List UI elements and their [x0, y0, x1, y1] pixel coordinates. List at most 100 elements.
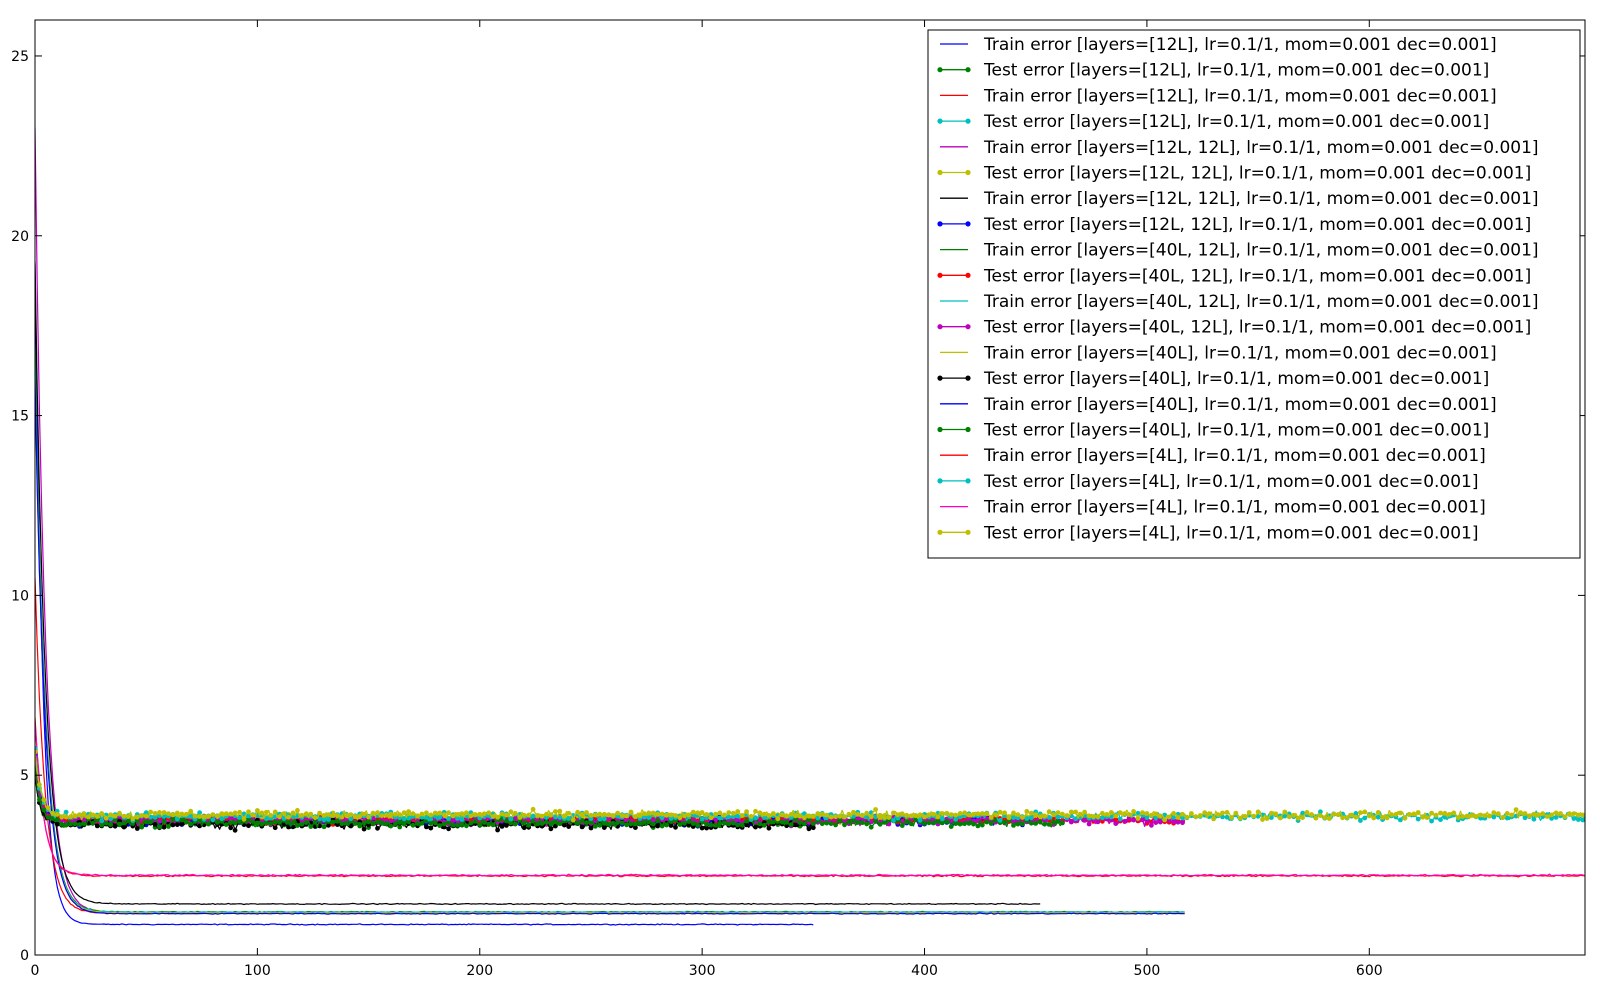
series-line-14	[35, 379, 1185, 915]
series-point	[117, 821, 122, 827]
series-point	[308, 824, 314, 829]
series-point	[1429, 818, 1434, 824]
series-point	[526, 812, 532, 818]
series-point	[228, 815, 234, 821]
series-point	[455, 812, 460, 817]
series-point	[1433, 812, 1439, 818]
series-point	[904, 812, 910, 818]
series-point	[335, 818, 340, 824]
series-point	[152, 811, 158, 816]
series-point	[1055, 814, 1061, 820]
series-point	[984, 816, 990, 822]
series-point	[68, 814, 73, 820]
series-point	[246, 816, 251, 822]
series-point	[228, 825, 234, 831]
series-point	[37, 797, 42, 802]
series-point	[94, 817, 100, 823]
series-point	[1309, 812, 1314, 817]
series-point	[112, 813, 118, 819]
series-point	[348, 812, 354, 817]
series-point	[410, 822, 416, 828]
series-point	[63, 814, 69, 820]
legend-marker	[937, 118, 943, 124]
series-point	[1113, 821, 1119, 826]
legend-marker	[937, 67, 943, 73]
series-point	[166, 824, 171, 829]
series-point	[1233, 810, 1239, 816]
series-point	[984, 811, 990, 817]
series-point	[548, 812, 554, 818]
series-point	[1064, 813, 1070, 818]
series-point	[1571, 816, 1577, 821]
series-point	[170, 812, 176, 818]
series-point	[793, 816, 798, 822]
series-point	[704, 825, 709, 831]
legend-marker	[937, 169, 943, 176]
series-point	[428, 825, 434, 831]
series-point	[730, 810, 736, 816]
series-point	[810, 825, 816, 831]
series-point	[437, 823, 443, 828]
series-point	[401, 810, 407, 815]
series-point	[125, 814, 131, 819]
legend-marker	[965, 529, 971, 535]
series-point	[1504, 811, 1510, 816]
series-point	[1117, 810, 1123, 815]
series-point	[655, 811, 661, 817]
series-point	[984, 819, 990, 825]
series-point	[499, 824, 505, 829]
series-point	[646, 815, 652, 820]
series-point	[1157, 813, 1163, 819]
legend-label: Test error [layers=[12L, 12L], lr=0.1/1,…	[983, 215, 1531, 235]
series-point	[86, 814, 91, 820]
series-point	[1553, 810, 1559, 816]
series-point	[63, 809, 69, 815]
series-point	[793, 822, 798, 828]
series-point	[806, 813, 812, 819]
legend-label: Test error [layers=[12L, 12L], lr=0.1/1,…	[983, 164, 1531, 184]
series-point	[713, 817, 718, 823]
series-point	[1229, 815, 1234, 820]
series-point	[1513, 807, 1519, 812]
series-point	[134, 814, 140, 820]
series-point	[508, 820, 514, 826]
series-point	[379, 813, 385, 819]
series-point	[303, 811, 309, 817]
series-point	[143, 810, 149, 816]
series-point	[1011, 815, 1016, 820]
legend-marker	[937, 529, 943, 535]
series-point	[308, 811, 314, 817]
series-point	[1242, 813, 1248, 819]
series-point	[437, 810, 443, 816]
legend-entry: Train error [layers=[40L, 12L], lr=0.1/1…	[940, 292, 1539, 312]
series-point	[415, 813, 420, 819]
series-point	[606, 822, 612, 827]
series-point	[183, 819, 189, 825]
series-line-0	[35, 264, 814, 926]
series-point	[735, 817, 741, 822]
series-point	[668, 823, 674, 828]
series-point	[935, 814, 941, 820]
series-point	[495, 814, 500, 820]
series-point	[223, 822, 229, 827]
legend-box	[927, 29, 1581, 559]
series-point	[1580, 817, 1585, 823]
series-10-train	[35, 361, 1185, 914]
series-point	[286, 819, 291, 825]
series-point	[41, 807, 47, 813]
series-point	[1197, 813, 1203, 818]
series-point	[1384, 815, 1390, 821]
series-point	[50, 810, 56, 816]
series-point	[730, 820, 736, 826]
series-point	[979, 822, 985, 828]
series-point	[312, 819, 318, 825]
series-point	[1358, 810, 1363, 816]
series-point	[637, 821, 643, 826]
series-point	[1420, 814, 1426, 820]
series-point	[1349, 812, 1354, 818]
series-point	[1438, 810, 1443, 816]
series-point	[1442, 810, 1448, 816]
series-point	[290, 810, 296, 816]
series-point	[1344, 815, 1350, 820]
series-point	[1211, 816, 1216, 822]
